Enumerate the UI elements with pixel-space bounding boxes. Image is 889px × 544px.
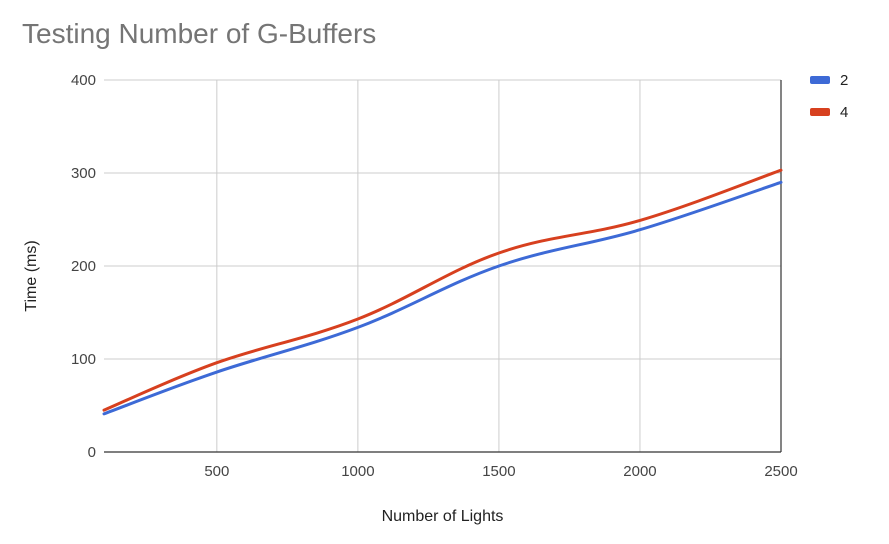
legend-label-4: 4: [840, 104, 848, 121]
x-axis-title: Number of Lights: [382, 508, 504, 525]
y-tick-label: 0: [88, 444, 96, 461]
y-tick-label: 100: [71, 351, 96, 368]
chart-title: Testing Number of G-Buffers: [22, 18, 377, 49]
series-lines: [102, 168, 783, 416]
x-tick-label: 1000: [341, 463, 374, 480]
y-tick-label: 400: [71, 72, 96, 89]
series-line-4: [102, 168, 783, 412]
y-tick-label: 300: [71, 165, 96, 182]
x-tick-label: 2500: [764, 463, 797, 480]
legend-label-2: 2: [840, 72, 848, 89]
y-tick-label: 200: [71, 258, 96, 275]
axes: [104, 80, 782, 453]
y-axis-title: Time (ms): [23, 240, 40, 311]
x-tick-label: 1500: [482, 463, 515, 480]
grid-lines: [104, 79, 781, 452]
x-tick-label: 500: [204, 463, 229, 480]
legend-swatch-2: [810, 76, 830, 84]
legend-swatch-4: [810, 108, 830, 116]
legend: 24: [810, 72, 848, 121]
series-line-2: [102, 180, 783, 416]
x-tick-label: 2000: [623, 463, 656, 480]
tick-labels: 0 100 200 300 400 500 1000 1500 2000 2500: [71, 72, 798, 480]
